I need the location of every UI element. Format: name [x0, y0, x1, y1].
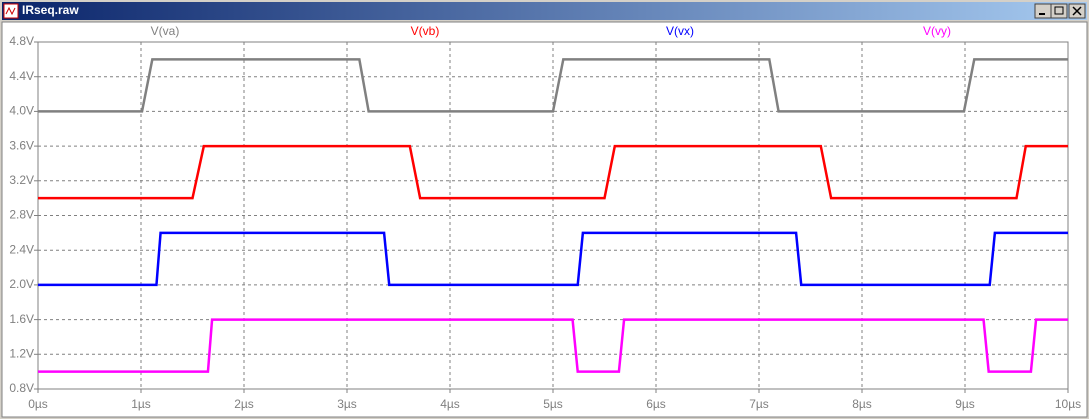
x-tick-label: 6µs: [646, 397, 666, 411]
y-tick-label: 3.2V: [9, 173, 34, 187]
y-tick-label: 4.8V: [9, 34, 34, 48]
x-tick-label: 3µs: [337, 397, 357, 411]
trace: [38, 144, 1068, 200]
y-tick-label: 2.8V: [9, 208, 34, 222]
x-tick-label: 9µs: [955, 397, 975, 411]
title-bar: [2, 2, 1087, 20]
y-tick-label: 4.0V: [9, 104, 34, 118]
x-tick-label: 2µs: [234, 397, 254, 411]
y-tick-label: 2.4V: [9, 242, 34, 256]
legend-label: V(vb): [411, 24, 440, 38]
legend-label: V(va): [151, 24, 180, 38]
x-tick-label: 8µs: [852, 397, 872, 411]
x-tick-label: 1µs: [131, 397, 151, 411]
window-controls: [1034, 3, 1086, 19]
x-tick-label: 5µs: [543, 397, 563, 411]
y-tick-label: 1.6V: [9, 312, 34, 326]
plot: 0.8V 1.2V 1.6V 2.0V 2.4V 2.8V 3.2V 3.6V 4.0V 4.4V…: [9, 24, 1081, 411]
x-tick-label: 7µs: [749, 397, 769, 411]
legend-label: V(vx): [666, 24, 694, 38]
trace: [38, 318, 1068, 373]
legend-label: V(vy): [923, 24, 951, 38]
trace: [38, 231, 1068, 287]
x-tick-label: 0µs: [28, 397, 48, 411]
y-tick-label: 4.4V: [9, 69, 34, 83]
close-glyph: [1072, 6, 1082, 16]
x-tick-label: 4µs: [440, 397, 460, 411]
y-tick-label: 2.0V: [9, 277, 34, 291]
plot-pane: [1, 21, 1088, 418]
y-tick-label: 0.8V: [9, 381, 34, 395]
maximize-glyph: [1054, 6, 1064, 15]
x-tick-label: 10µs: [1055, 397, 1081, 411]
maximize-button[interactable]: [1050, 3, 1068, 19]
window-title: IRseq.raw: [22, 3, 79, 17]
y-tick-label: 3.6V: [9, 138, 34, 152]
y-tick-label: 1.2V: [9, 346, 34, 360]
trace: [38, 58, 1068, 113]
minimize-button[interactable]: [1034, 3, 1052, 19]
app-icon-glyph: [5, 6, 16, 16]
